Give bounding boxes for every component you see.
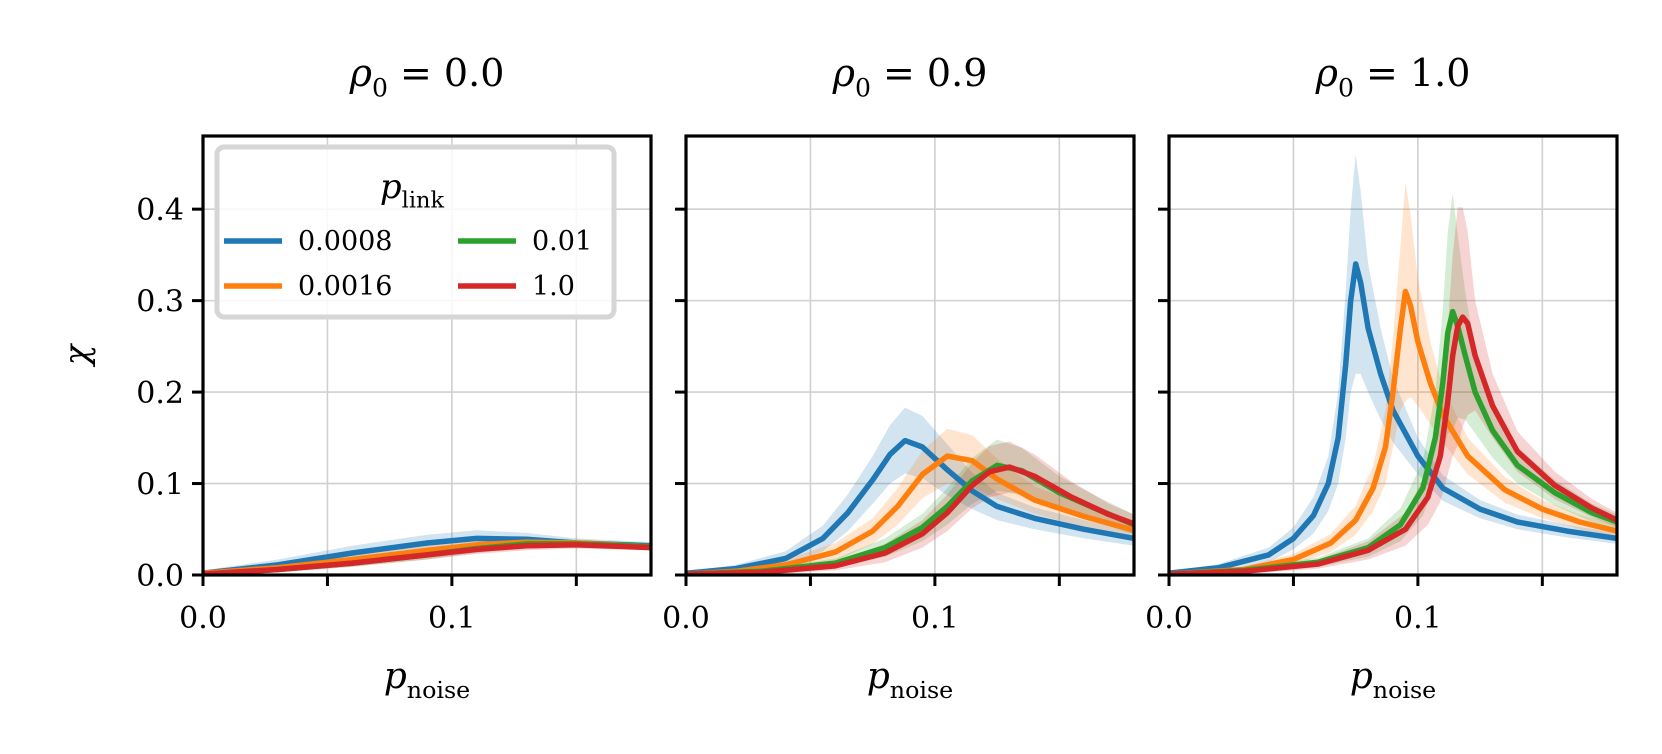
panel-title-var: ρ	[832, 51, 856, 95]
x-axis-label: pnoise	[867, 656, 953, 704]
series-line-1-0	[203, 542, 651, 575]
panel-title-var: ρ	[349, 51, 373, 95]
x-axis-label-sub: noise	[407, 676, 470, 704]
panel-title-var: ρ	[1315, 51, 1339, 95]
panel-title-rest: = 1.0	[1354, 51, 1470, 95]
y-tick-label: 0.2	[136, 376, 184, 411]
y-tick-label: 0.0	[136, 559, 184, 594]
error-band-1-0	[686, 441, 1134, 575]
legend: plink 0.0008 0.01 0.0016 1.0	[214, 144, 617, 320]
plot-area	[1169, 154, 1617, 575]
error-band-0-0016	[686, 428, 1134, 575]
panel-title: ρ0 = 0.0	[349, 51, 505, 103]
y-tick-label: 0.3	[136, 285, 184, 320]
legend-label: 1.0	[532, 271, 575, 302]
legend-box	[214, 144, 617, 320]
x-tick-label: 0.1	[428, 601, 476, 636]
y-axis-label: χ	[57, 342, 97, 367]
series-line-0-0008	[686, 437, 1134, 575]
series-line-0-0016	[686, 453, 1134, 575]
x-tick-label: 0.1	[911, 601, 959, 636]
x-axis-label-var: p	[1350, 656, 1373, 697]
legend-entry: 0.0008	[224, 226, 392, 257]
series-line-1-0	[1169, 314, 1617, 575]
legend-entry: 0.0016	[224, 271, 392, 302]
x-axis-label: pnoise	[1350, 656, 1436, 704]
legend-title-var: p	[380, 167, 402, 207]
plot-area	[203, 530, 651, 575]
x-tick-label: 0.0	[662, 601, 710, 636]
x-axis-label-sub: noise	[1373, 676, 1436, 704]
panel-2: 0.0 0.1 ρ0 = 0.9 pnoise	[662, 51, 1136, 704]
x-tick-label: 0.1	[1394, 601, 1442, 636]
y-tick-label: 0.1	[136, 468, 184, 503]
x-tick-label: 0.0	[179, 601, 227, 636]
legend-title: plink	[380, 167, 445, 214]
x-axis-label-sub: noise	[890, 676, 953, 704]
panel-3: 0.0 0.1 ρ0 = 1.0 pnoise	[1145, 51, 1619, 704]
x-axis-label-var: p	[867, 656, 890, 697]
plot-frame	[684, 134, 1136, 577]
series-line-1-0	[686, 464, 1134, 575]
y-tick-label: 0.4	[136, 193, 184, 228]
panel-title-rest: = 0.0	[388, 51, 504, 95]
series-line-0-0016	[1169, 288, 1617, 575]
legend-label: 0.0008	[298, 226, 392, 257]
legend-entry: 1.0	[458, 271, 575, 302]
legend-entry: 0.01	[458, 226, 592, 257]
x-tick-label: 0.0	[1145, 601, 1193, 636]
panel-title-sub: 0	[855, 74, 871, 103]
legend-title-sub: link	[402, 188, 445, 214]
x-axis-label-var: p	[384, 656, 407, 697]
panel-title: ρ0 = 0.9	[832, 51, 988, 103]
legend-label: 0.0016	[298, 271, 392, 302]
panel-title-rest: = 0.9	[871, 51, 987, 95]
legend-label: 0.01	[532, 226, 592, 257]
x-axis-label: pnoise	[384, 656, 470, 704]
plot-frame	[1167, 134, 1619, 577]
plot-frame	[201, 134, 653, 577]
plot-area	[686, 407, 1134, 575]
panel-title-sub: 0	[372, 74, 388, 103]
series-line-0-0008	[1169, 261, 1617, 575]
panel-title-sub: 0	[1338, 74, 1354, 103]
panel-title: ρ0 = 1.0	[1315, 51, 1471, 103]
